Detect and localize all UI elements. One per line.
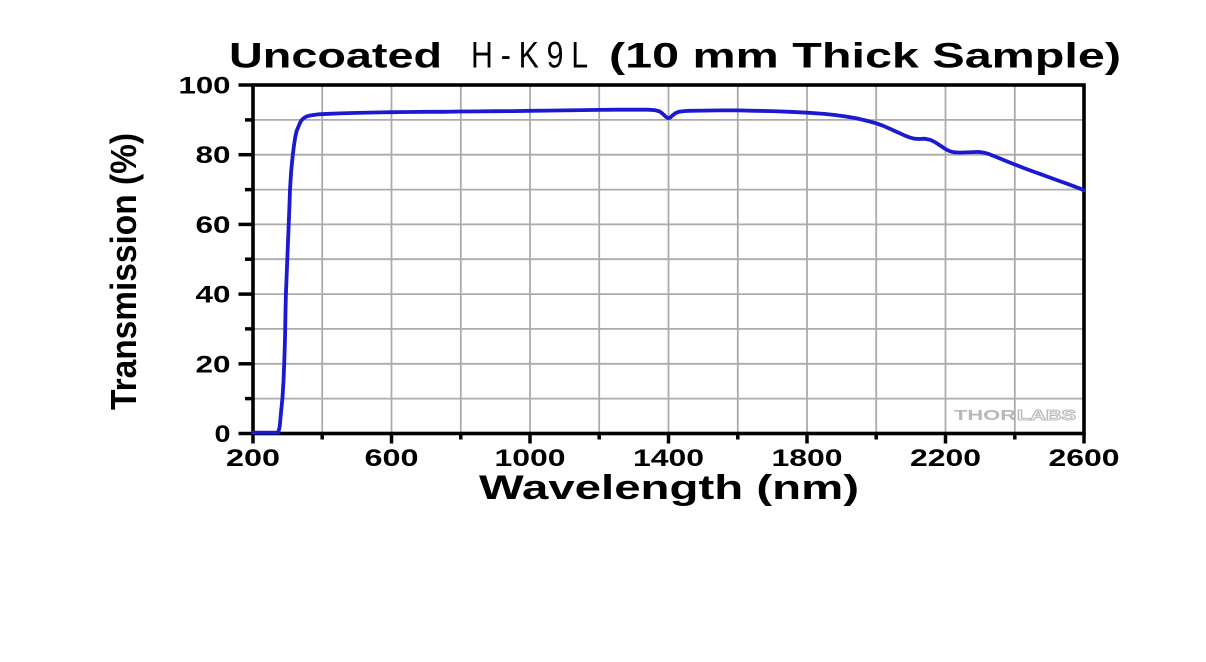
svg-text:80: 80 — [196, 142, 231, 169]
svg-text:H-K9L: H-K9L — [471, 34, 596, 76]
svg-text:1000: 1000 — [495, 445, 566, 472]
svg-text:Transmission (%): Transmission (%) — [103, 133, 144, 410]
svg-text:LABS: LABS — [1017, 407, 1076, 424]
svg-text:600: 600 — [365, 445, 419, 472]
svg-text:40: 40 — [196, 282, 231, 309]
svg-text:2200: 2200 — [910, 445, 981, 472]
svg-text:1400: 1400 — [633, 445, 704, 472]
svg-text:2600: 2600 — [1049, 445, 1120, 472]
svg-text:200: 200 — [226, 445, 280, 472]
svg-text:0: 0 — [215, 421, 231, 448]
svg-text:Uncoated: Uncoated — [229, 37, 442, 76]
svg-text:20: 20 — [196, 351, 231, 378]
svg-text:60: 60 — [196, 212, 231, 239]
svg-text:100: 100 — [179, 73, 231, 100]
svg-text:THOR: THOR — [954, 407, 1016, 424]
svg-text:Wavelength (nm): Wavelength (nm) — [479, 469, 859, 507]
svg-text:(10 mm Thick Sample): (10 mm Thick Sample) — [609, 37, 1121, 76]
svg-text:1800: 1800 — [772, 445, 843, 472]
